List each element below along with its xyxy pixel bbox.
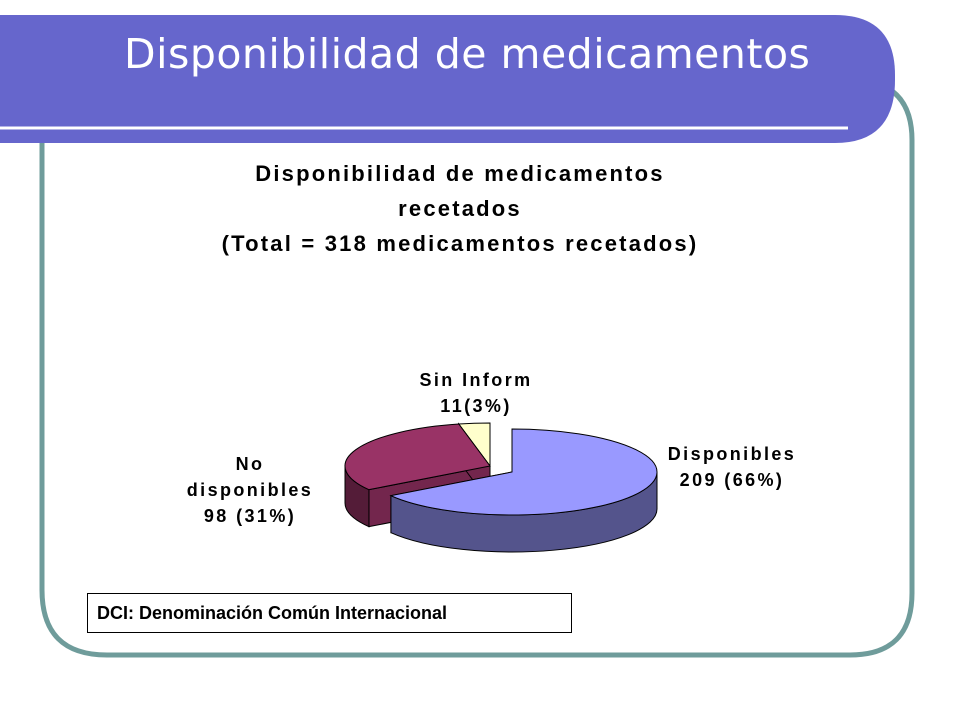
chart-title: Disponibilidad de medicamentos recetados… <box>200 156 720 261</box>
slice-disponibles <box>389 428 658 516</box>
pie-chart <box>344 422 658 553</box>
label-disponibles-name: Disponibles <box>667 444 797 464</box>
label-sin-inform-name: Sin Inform <box>419 370 533 390</box>
chart-title-line-3: (Total = 318 medicamentos recetados) <box>221 231 699 256</box>
label-disponibles-value: 209 (66%) <box>679 470 785 490</box>
slice-no-disponibles <box>344 423 491 491</box>
label-no-disponibles-line-1: No <box>235 454 265 474</box>
slide-title: Disponibilidad de medicamentos <box>124 30 811 78</box>
label-sin-inform-value: 11(3%) <box>440 396 512 416</box>
header-bar <box>0 15 895 143</box>
label-no-disponibles-value: 98 (31%) <box>203 506 297 526</box>
footnote-box: DCI: Denominación Común Internacional <box>87 593 572 633</box>
slide-frame <box>39 77 915 658</box>
label-no-disponibles: No disponibles 98 (31%) <box>180 451 320 529</box>
chart-title-line-2: recetados <box>398 196 522 221</box>
label-sin-inform: Sin Inform 11(3%) <box>396 367 556 419</box>
label-no-disponibles-line-2: disponibles <box>186 480 314 500</box>
label-disponibles: Disponibles 209 (66%) <box>652 441 812 493</box>
chart-title-line-1: Disponibilidad de medicamentos <box>255 161 665 186</box>
